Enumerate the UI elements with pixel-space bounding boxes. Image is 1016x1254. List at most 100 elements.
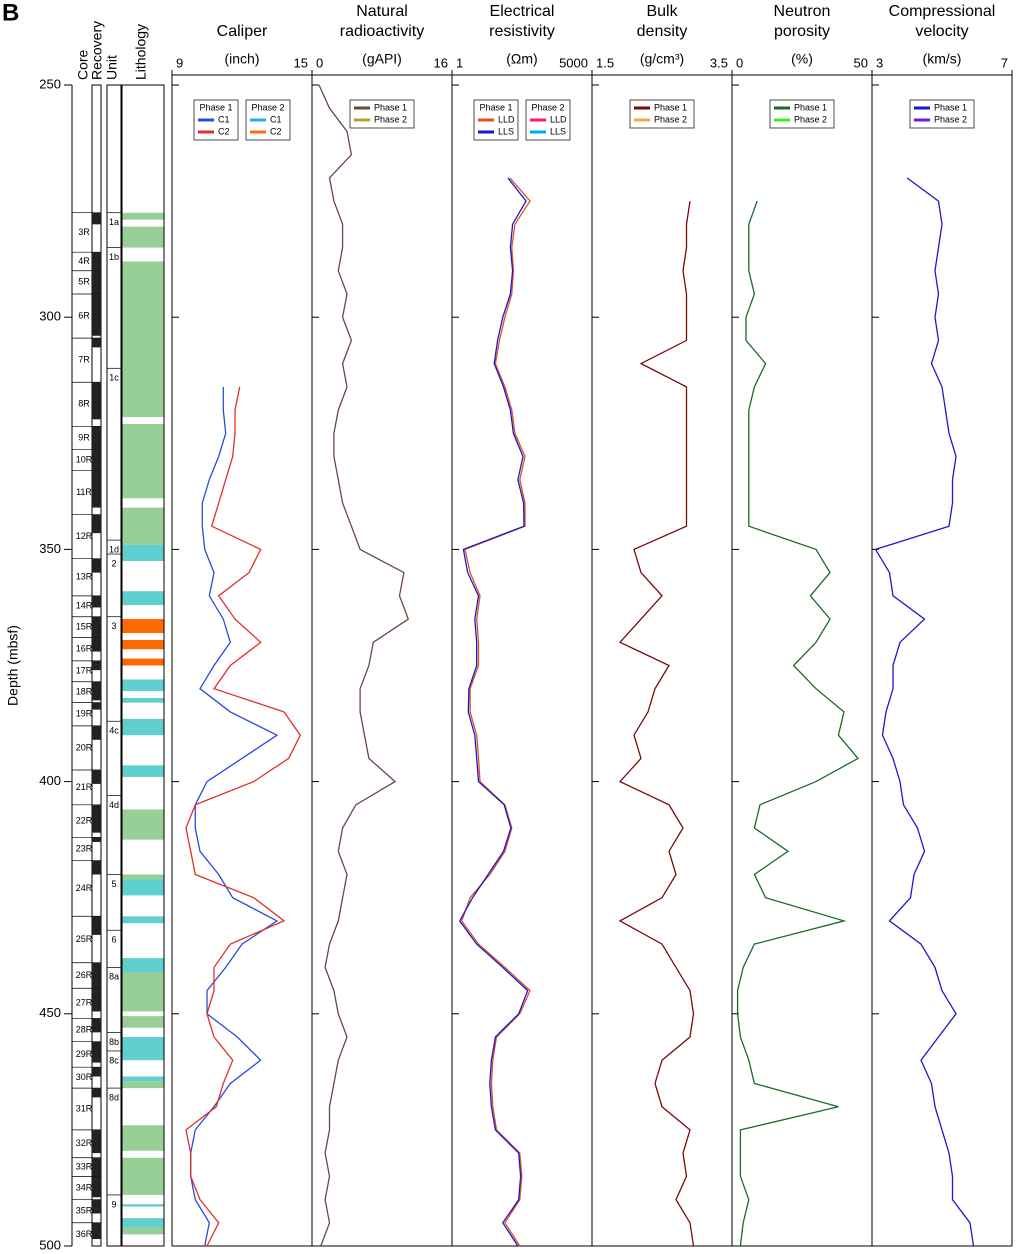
x-tick-label: 9 xyxy=(176,55,183,70)
track-title: Neutron xyxy=(774,3,831,20)
core-label: 22R xyxy=(76,815,93,825)
lithology-block xyxy=(122,1016,164,1028)
y-tick-label: 450 xyxy=(39,1005,61,1020)
core-label: 5R xyxy=(78,277,90,287)
recovery-bar xyxy=(92,1088,101,1098)
lithology-block xyxy=(122,424,164,499)
track-title: radioactivity xyxy=(340,23,424,40)
lithology-block xyxy=(122,1076,164,1082)
core-label: 18R xyxy=(76,687,93,697)
x-tick-label: 1.5 xyxy=(596,55,614,70)
core-label: 34R xyxy=(76,1182,93,1192)
recovery-bar xyxy=(92,270,101,294)
recovery-bar xyxy=(92,1041,101,1063)
log-curve xyxy=(458,177,529,1247)
legend-label: LLD xyxy=(498,114,515,124)
legend-label: Phase 1 xyxy=(654,102,687,112)
core-label: 19R xyxy=(76,709,93,719)
core-label: 17R xyxy=(76,666,93,676)
unit-label: 8c xyxy=(109,1055,119,1065)
core-label: 21R xyxy=(76,782,93,792)
x-tick-label: 3.5 xyxy=(710,55,728,70)
recovery-bar xyxy=(92,681,101,701)
column-header: Core xyxy=(75,49,91,80)
lithology-block xyxy=(122,544,164,562)
recovery-bar xyxy=(92,962,101,989)
lithology-block xyxy=(122,1037,164,1061)
y-tick-label: 300 xyxy=(39,309,61,324)
track-unit: (Ωm) xyxy=(506,51,537,67)
recovery-bar xyxy=(92,1067,101,1077)
recovery-bar xyxy=(92,558,101,573)
legend-label: Phase 2 xyxy=(654,114,687,124)
log-curve xyxy=(618,201,695,1247)
legend-box xyxy=(629,99,695,129)
lithology-block xyxy=(122,718,164,736)
recovery-bar xyxy=(92,595,101,608)
core-label: 16R xyxy=(76,644,93,654)
unit-label: 1a xyxy=(109,217,119,227)
lithology-block xyxy=(122,507,164,545)
recovery-bar xyxy=(92,470,101,508)
lithology-block xyxy=(122,698,164,703)
core-label: 14R xyxy=(76,601,93,611)
track-title: resistivity xyxy=(489,23,555,40)
legend-label: LLS xyxy=(550,126,566,136)
recovery-bar xyxy=(92,514,101,534)
recovery-bar xyxy=(92,1222,101,1240)
track-unit: (g/cm³) xyxy=(640,51,684,67)
lithology-block xyxy=(122,261,164,418)
recovery-bar xyxy=(92,426,101,450)
log-curve xyxy=(874,177,975,1247)
unit-label: 4d xyxy=(109,800,119,810)
log-curve xyxy=(185,386,302,1247)
recovery-bar xyxy=(92,1176,101,1198)
legend-box xyxy=(349,99,415,129)
unit-label: 8b xyxy=(109,1037,119,1047)
legend-label: Phase 2 xyxy=(374,114,407,124)
y-tick-label: 350 xyxy=(39,541,61,556)
track-title: Caliper xyxy=(217,23,268,40)
legend-label: C1 xyxy=(218,114,230,124)
core-label: 25R xyxy=(76,934,93,944)
lithology-block xyxy=(122,1227,164,1235)
recovery-bar xyxy=(92,293,101,336)
lithology-block xyxy=(122,1125,164,1151)
recovery-bar xyxy=(92,725,101,740)
x-tick-label: 3 xyxy=(876,55,883,70)
lithology-block xyxy=(122,212,164,220)
core-label: 10R xyxy=(76,454,93,464)
recovery-bar xyxy=(92,660,101,671)
lithology-block xyxy=(122,958,164,973)
core-label: 33R xyxy=(76,1161,93,1171)
core-label: 4R xyxy=(78,256,90,266)
lithology-block xyxy=(122,916,164,924)
legend-label: C1 xyxy=(270,114,282,124)
core-label: 7R xyxy=(78,355,90,365)
x-tick-label: 50 xyxy=(854,55,868,70)
unit-label: 3 xyxy=(111,621,116,631)
core-label: 8R xyxy=(78,399,90,409)
lithology-block xyxy=(122,1204,164,1207)
y-tick-label: 500 xyxy=(39,1237,61,1252)
unit-label: 8d xyxy=(109,1092,119,1102)
core-label: 15R xyxy=(76,622,93,632)
lithology-block xyxy=(122,226,164,248)
core-label: 6R xyxy=(78,310,90,320)
lithology-block xyxy=(122,639,164,650)
recovery-bar xyxy=(92,916,101,935)
legend-title: Phase 2 xyxy=(251,102,284,112)
core-label: 29R xyxy=(76,1049,93,1059)
recovery-bar xyxy=(92,702,101,710)
x-tick-label: 7 xyxy=(1001,55,1008,70)
log-curve xyxy=(736,200,860,1247)
lithology-block xyxy=(122,658,164,666)
recovery-bar xyxy=(92,1199,101,1214)
legend-title: Phase 1 xyxy=(479,102,512,112)
legend-label: LLS xyxy=(498,126,514,136)
lithology-frame xyxy=(121,84,165,1247)
x-tick-label: 0 xyxy=(316,55,323,70)
legend-label: Phase 1 xyxy=(374,102,407,112)
lithology-block xyxy=(122,591,164,606)
core-label: 13R xyxy=(76,572,93,582)
